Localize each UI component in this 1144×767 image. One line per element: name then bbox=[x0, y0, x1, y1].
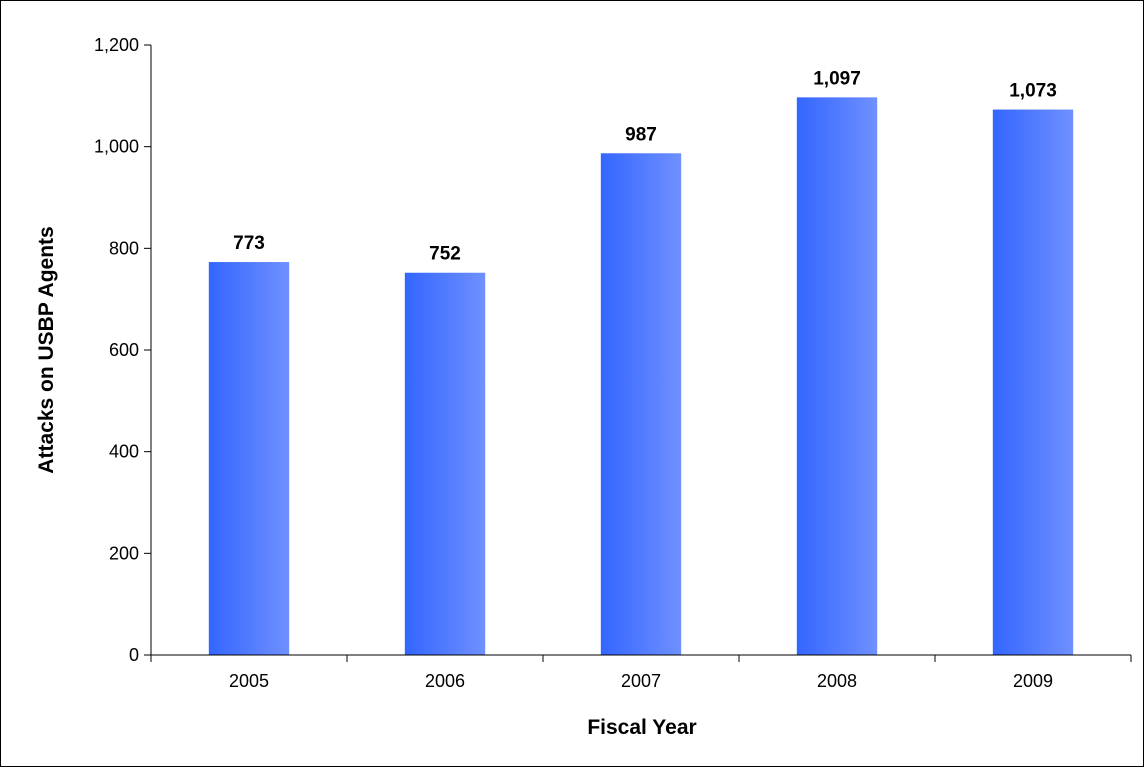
y-tick-label: 200 bbox=[109, 543, 139, 563]
axes-group bbox=[144, 44, 1132, 662]
labels-group: 773 2005 752 2006 987 2007 1,097 2008 1,073 2009 0… bbox=[94, 35, 1057, 691]
bar-2009 bbox=[992, 109, 1074, 655]
y-tick-label: 400 bbox=[109, 442, 139, 462]
x-tick-label: 2007 bbox=[621, 671, 661, 691]
x-axis-title: Fiscal Year bbox=[587, 716, 696, 739]
data-label-2006: 752 bbox=[429, 244, 461, 265]
y-axis-title: Attacks on USBP Agents bbox=[35, 226, 58, 473]
y-tick-label: 0 bbox=[129, 645, 139, 665]
x-tick-label: 2006 bbox=[425, 671, 465, 691]
bar-2007 bbox=[600, 153, 682, 655]
x-tick-label: 2005 bbox=[229, 671, 269, 691]
data-label-2008: 1,097 bbox=[813, 68, 861, 89]
bar-2008 bbox=[796, 97, 878, 655]
y-tick-label: 1,000 bbox=[94, 137, 139, 157]
x-tick-label: 2009 bbox=[1013, 671, 1053, 691]
y-tick-label: 800 bbox=[109, 238, 139, 258]
data-label-2007: 987 bbox=[625, 124, 657, 145]
bar-2006 bbox=[404, 272, 486, 655]
x-tick-label: 2008 bbox=[817, 671, 857, 691]
y-tick-label: 1,200 bbox=[94, 35, 139, 55]
bar-2005 bbox=[208, 262, 290, 655]
data-label-2009: 1,073 bbox=[1009, 81, 1057, 102]
data-label-2005: 773 bbox=[233, 233, 265, 254]
y-tick-label: 600 bbox=[109, 340, 139, 360]
bars-group bbox=[208, 97, 1074, 655]
